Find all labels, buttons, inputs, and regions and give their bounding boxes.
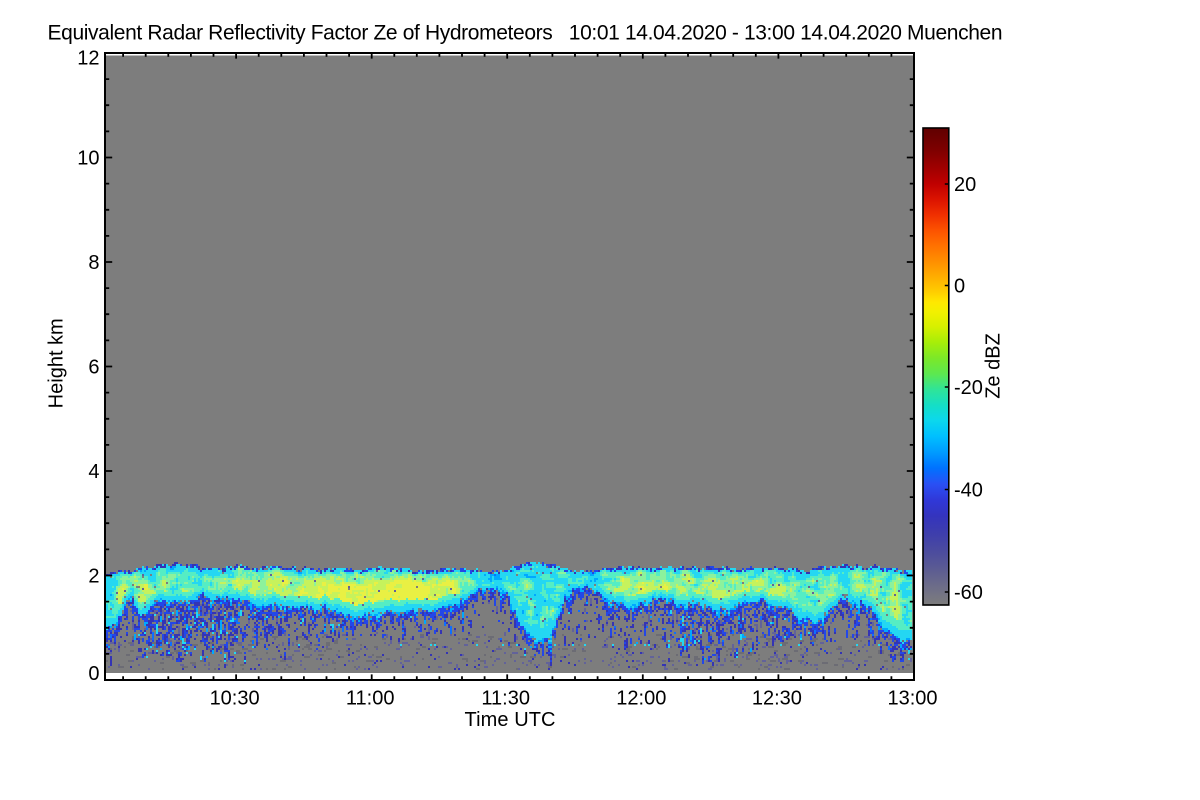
- svg-text:12:30: 12:30: [752, 688, 802, 710]
- svg-text:0: 0: [88, 663, 99, 685]
- svg-text:4: 4: [88, 461, 99, 483]
- svg-text:0: 0: [954, 276, 965, 298]
- svg-text:Height km: Height km: [46, 318, 68, 408]
- svg-text:10:30: 10:30: [210, 688, 260, 710]
- svg-text:-40: -40: [954, 480, 983, 502]
- svg-text:13:00: 13:00: [887, 688, 937, 710]
- svg-text:8: 8: [88, 252, 99, 274]
- svg-text:-60: -60: [954, 582, 983, 604]
- svg-text:-20: -20: [954, 377, 983, 399]
- svg-text:Equivalent Radar Reflectivity: Equivalent Radar Reflectivity Factor Ze …: [48, 22, 1003, 45]
- svg-text:11:00: 11:00: [346, 688, 395, 710]
- svg-text:Time UTC: Time UTC: [465, 709, 556, 731]
- svg-text:12: 12: [77, 48, 99, 70]
- svg-text:20: 20: [954, 174, 976, 196]
- svg-text:12:00: 12:00: [616, 688, 666, 710]
- svg-text:2: 2: [88, 566, 99, 588]
- svg-text:Ze dBZ: Ze dBZ: [983, 333, 1005, 399]
- svg-text:6: 6: [88, 357, 99, 379]
- svg-text:10: 10: [77, 148, 99, 170]
- svg-text:11:30: 11:30: [481, 688, 530, 710]
